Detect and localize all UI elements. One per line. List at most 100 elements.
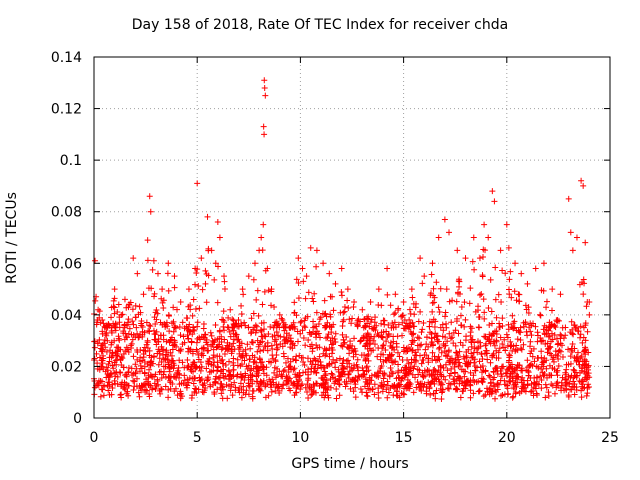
data-point — [179, 319, 186, 326]
data-point — [476, 387, 483, 394]
data-point — [508, 294, 515, 301]
data-point — [467, 329, 474, 336]
data-point — [216, 234, 223, 241]
data-point — [533, 380, 540, 387]
data-point — [236, 385, 243, 392]
data-point — [155, 336, 162, 343]
data-point — [412, 357, 419, 364]
data-point — [201, 331, 208, 338]
data-point — [443, 352, 450, 359]
data-point — [264, 347, 271, 354]
data-point — [511, 369, 518, 376]
data-point — [455, 290, 462, 297]
data-point — [410, 389, 417, 396]
data-point — [171, 273, 178, 280]
data-point — [100, 355, 107, 362]
data-point — [490, 368, 497, 375]
data-point — [219, 395, 226, 402]
data-point — [158, 368, 165, 375]
data-point — [109, 349, 116, 356]
data-point — [396, 353, 403, 360]
data-point — [427, 391, 434, 398]
data-point — [102, 331, 109, 338]
data-point — [419, 357, 426, 364]
data-point — [132, 369, 139, 376]
data-point — [146, 393, 153, 400]
data-point — [552, 348, 559, 355]
data-point — [177, 332, 184, 339]
data-point — [92, 297, 99, 304]
data-point — [170, 318, 177, 325]
data-point — [532, 265, 539, 272]
data-point — [359, 389, 366, 396]
data-point — [527, 328, 534, 335]
data-point — [435, 304, 442, 311]
data-point — [269, 352, 276, 359]
data-point — [150, 257, 157, 264]
data-point — [345, 344, 352, 351]
data-point — [218, 380, 225, 387]
data-point — [245, 362, 252, 369]
data-point — [115, 301, 122, 308]
data-point — [518, 346, 525, 353]
data-point — [454, 386, 461, 393]
data-point — [212, 337, 219, 344]
data-point — [103, 348, 110, 355]
data-point — [326, 324, 333, 331]
data-point — [219, 344, 226, 351]
data-point — [313, 263, 320, 270]
data-point — [167, 379, 174, 386]
data-point — [399, 312, 406, 319]
data-point — [543, 298, 550, 305]
data-point — [365, 357, 372, 364]
data-point — [436, 378, 443, 385]
data-point — [117, 356, 124, 363]
data-point — [409, 338, 416, 345]
data-point — [237, 362, 244, 369]
data-point — [451, 364, 458, 371]
data-point — [440, 364, 447, 371]
data-point — [395, 361, 402, 368]
data-point — [434, 332, 441, 339]
data-point — [111, 337, 118, 344]
data-point — [379, 334, 386, 341]
data-point — [144, 257, 151, 264]
data-point — [578, 177, 585, 184]
data-point — [218, 390, 225, 397]
data-point — [416, 383, 423, 390]
data-point — [138, 322, 145, 329]
data-point — [532, 381, 539, 388]
data-point — [225, 314, 232, 321]
data-point — [492, 264, 499, 271]
data-point — [241, 357, 248, 364]
data-point — [371, 319, 378, 326]
data-point — [310, 324, 317, 331]
data-point — [445, 385, 452, 392]
data-point — [512, 390, 519, 397]
data-point — [552, 324, 559, 331]
data-point — [225, 324, 232, 331]
data-point — [344, 297, 351, 304]
data-point — [584, 374, 591, 381]
data-point — [155, 361, 162, 368]
data-point — [230, 367, 237, 374]
data-point — [500, 344, 507, 351]
data-point — [145, 327, 152, 334]
data-point — [479, 369, 486, 376]
data-point — [221, 336, 228, 343]
data-point — [245, 324, 252, 331]
data-point — [208, 247, 215, 254]
data-point — [569, 341, 576, 348]
data-point — [581, 376, 588, 383]
data-point — [99, 363, 106, 370]
data-point — [96, 354, 103, 361]
data-point — [184, 376, 191, 383]
data-point — [171, 284, 178, 291]
data-point — [469, 354, 476, 361]
data-point — [364, 381, 371, 388]
data-point — [375, 344, 382, 351]
data-point — [101, 382, 108, 389]
data-point — [146, 328, 153, 335]
data-point — [165, 394, 172, 401]
data-point — [351, 335, 358, 342]
